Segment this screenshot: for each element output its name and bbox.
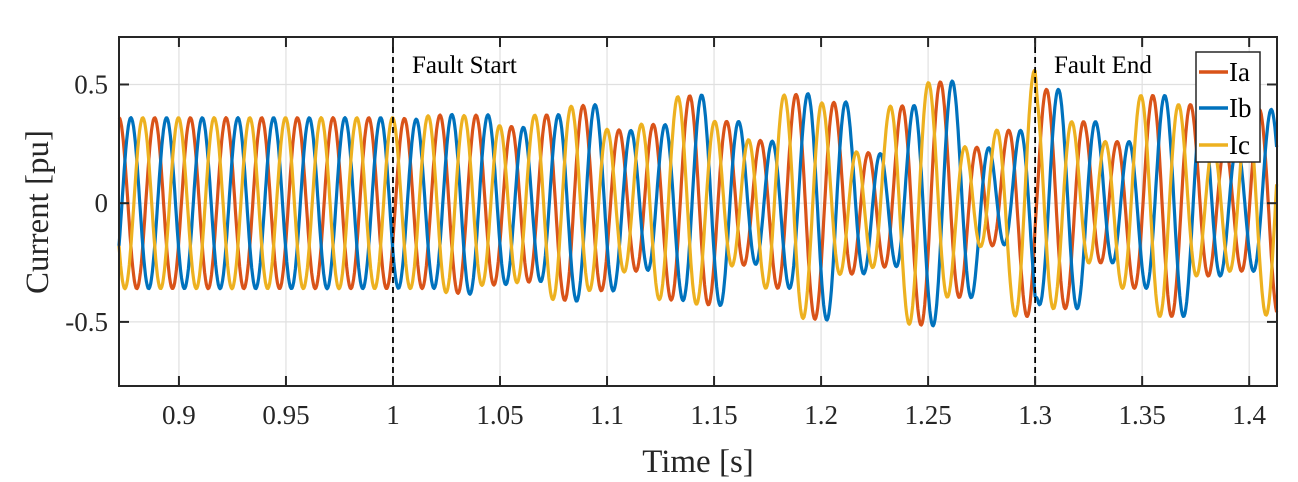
series-line-ia	[117, 80, 1279, 327]
ticks: 0.9 0.95 1 1.05 1.1 1.15 1.2 1.25 1.3 1.35 1.4 -0.5…	[65, 37, 1277, 430]
annotation-fault-end: Fault End	[1054, 52, 1152, 79]
x-tick-label: 1.35	[1119, 400, 1166, 430]
series-line-ib	[117, 79, 1279, 328]
x-tick-label: 1	[386, 400, 400, 430]
y-tick-label: -0.5	[65, 307, 108, 337]
series-line-ic	[117, 68, 1279, 326]
x-tick-label: 1.25	[904, 400, 951, 430]
legend-label-ic: Ic	[1229, 130, 1250, 160]
legend-label-ia: Ia	[1229, 57, 1250, 87]
x-tick-label: 1.15	[690, 400, 737, 430]
x-tick-label: 1.2	[804, 400, 838, 430]
axes-box	[118, 36, 1278, 387]
legend-label-ib: Ib	[1229, 93, 1252, 123]
legend: Ia Ib Ic	[1195, 51, 1261, 163]
x-tick-label: 0.9	[162, 400, 196, 430]
x-tick-label: 1.4	[1232, 400, 1266, 430]
y-axis-label: Current [pu]	[20, 130, 56, 294]
x-tick-label: 1.3	[1018, 400, 1052, 430]
x-axis-label: Time [s]	[642, 444, 754, 480]
series-lines	[117, 68, 1279, 328]
grid	[119, 37, 1277, 386]
x-tick-label: 0.95	[262, 400, 309, 430]
y-tick-label: 0.5	[74, 69, 108, 99]
x-tick-label: 1.1	[590, 400, 624, 430]
x-tick-label: 1.05	[476, 400, 523, 430]
fault-markers	[392, 37, 1037, 386]
annotation-fault-start: Fault Start	[412, 52, 517, 79]
y-tick-label: 0	[95, 188, 109, 218]
